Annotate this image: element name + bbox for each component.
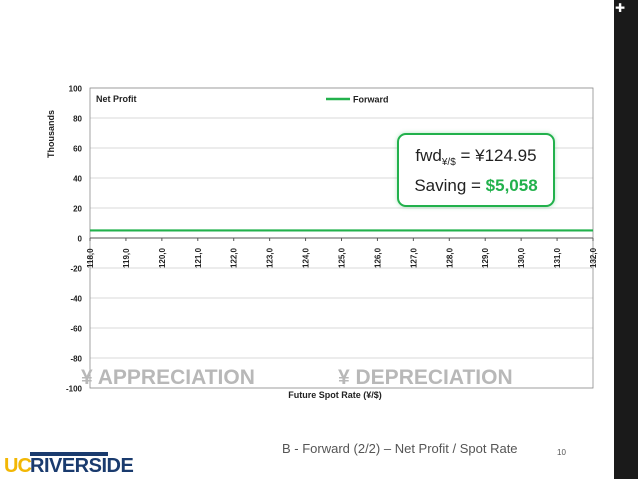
saving-value: $5,058 (485, 176, 538, 195)
x-tick-label: 121,0 (194, 247, 203, 268)
page-number: 10 (557, 448, 566, 457)
fwd-value: = ¥124.95 (455, 146, 537, 165)
x-axis-label: Future Spot Rate (¥/$) (288, 390, 382, 400)
y-tick-label: -40 (70, 295, 82, 304)
y-tick-label: 0 (78, 235, 83, 244)
y-axis-label: Thousands (46, 110, 56, 158)
saving-prefix: Saving = (414, 176, 486, 195)
y-tick-label: 80 (73, 115, 82, 124)
depreciation-label: ¥ DEPRECIATION (338, 366, 513, 389)
corner-mark-icon: ✚ (615, 1, 626, 15)
y-tick-label: -80 (70, 355, 82, 364)
net-profit-chart: 100 80 60 40 20 0 -20 -40 -60 -80 -100 118,0 119,0 12… (46, 85, 598, 401)
x-tick-label: 131,0 (553, 247, 562, 268)
y-tick-label: 20 (73, 205, 82, 214)
appreciation-label: ¥ APPRECIATION (81, 366, 255, 389)
y-tick-label: -20 (70, 265, 82, 274)
y-tick-label: 100 (69, 85, 83, 94)
saving-line: Saving = $5,058 (399, 176, 553, 196)
x-tick-label: 126,0 (373, 247, 382, 268)
logo-bar (30, 452, 108, 456)
y-tick-label: -100 (66, 385, 83, 394)
logo-uc-text: UC (4, 455, 32, 477)
right-sidebar-strip (614, 0, 638, 479)
y-tick-label: 40 (73, 175, 82, 184)
forward-callout-box: fwd¥/$ = ¥124.95 Saving = $5,058 (397, 133, 555, 207)
y-tick-label: 60 (73, 145, 82, 154)
x-tick-label: 123,0 (266, 247, 275, 268)
chart-title: Net Profit (96, 94, 137, 104)
y-tick-label: -60 (70, 325, 82, 334)
x-tick-label: 119,0 (122, 248, 131, 268)
x-tick-label: 118,0 (86, 248, 95, 268)
fwd-prefix: fwd (415, 146, 442, 165)
x-tick-label: 127,0 (409, 247, 418, 268)
x-tick-label: 130,0 (517, 247, 526, 268)
x-tick-label: 124,0 (302, 247, 311, 268)
fwd-rate-line: fwd¥/$ = ¥124.95 (399, 146, 553, 168)
x-tick-label: 125,0 (338, 247, 347, 268)
x-tick-label: 122,0 (230, 247, 239, 268)
x-tick-label: 120,0 (158, 247, 167, 268)
logo-riverside-text: RIVERSIDE (30, 455, 134, 477)
slide-footer-title: B - Forward (2/2) – Net Profit / Spot Ra… (282, 441, 518, 456)
legend-label-forward: Forward (353, 95, 389, 105)
x-tick-label: 128,0 (445, 247, 454, 268)
x-tick-label: 129,0 (481, 247, 490, 268)
fwd-subscript: ¥/$ (441, 157, 456, 168)
uc-riverside-logo: UC RIVERSIDE (4, 452, 134, 478)
x-tick-label: 132,0 (589, 247, 598, 268)
chart-container: 100 80 60 40 20 0 -20 -40 -60 -80 -100 118,0 119,0 12… (44, 74, 600, 404)
